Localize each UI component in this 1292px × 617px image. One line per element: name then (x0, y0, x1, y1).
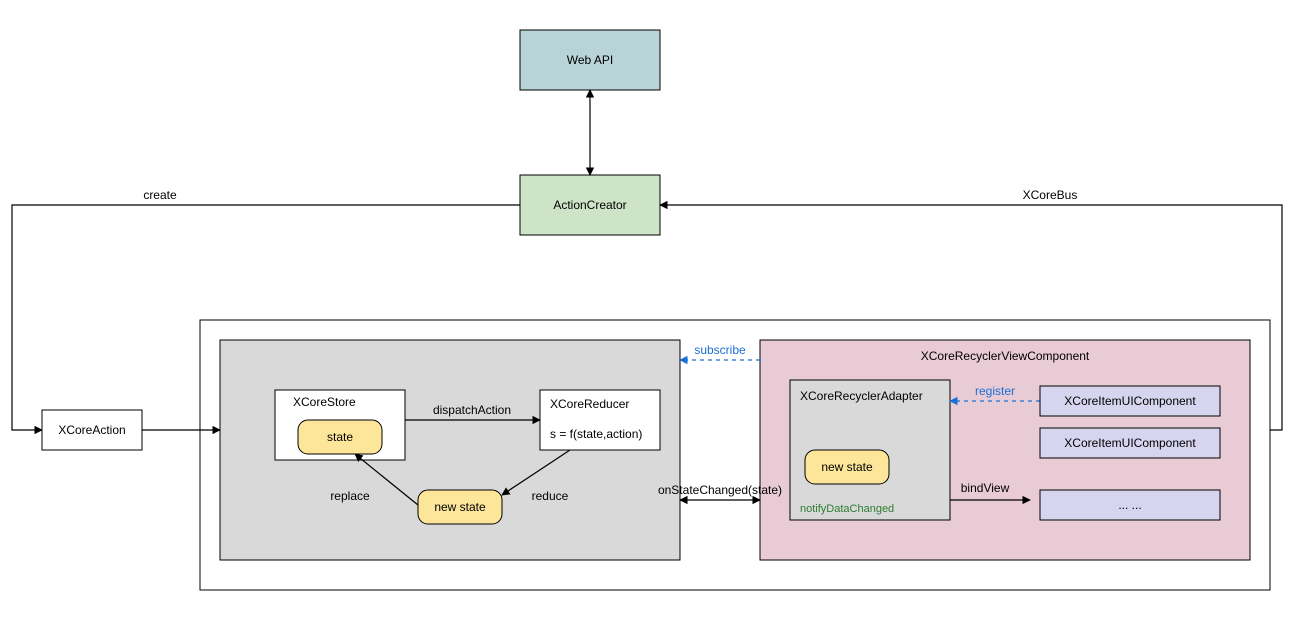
diagram-canvas: Web API ActionCreator create XCoreAction… (0, 0, 1292, 617)
edge-subscribe-label: subscribe (694, 343, 746, 357)
webapi-label: Web API (567, 53, 613, 67)
newstate-pill: new state (418, 490, 502, 524)
pink-panel-title: XCoreRecyclerViewComponent (921, 349, 1090, 363)
item1-box: XCoreItemUIComponent (1040, 386, 1220, 416)
edge-dispatchaction-label: dispatchAction (433, 403, 511, 417)
item3-box: ... ... (1040, 490, 1220, 520)
state-pill-label: state (327, 430, 353, 444)
adapter-box: XCoreRecyclerAdapter new state notifyDat… (790, 380, 950, 520)
edge-xcorebus-label: XCoreBus (1023, 188, 1078, 202)
newstate-pill-label: new state (434, 500, 486, 514)
xcorestore-label: XCoreStore (293, 395, 356, 409)
xcorereducer-label1: XCoreReducer (550, 397, 629, 411)
xcorestore-box: XCoreStore state (275, 390, 405, 460)
item2-box: XCoreItemUIComponent (1040, 428, 1220, 458)
item3-label: ... ... (1118, 498, 1141, 512)
webapi-box: Web API (520, 30, 660, 90)
xcorereducer-box: XCoreReducer s = f(state,action) (540, 390, 660, 450)
edge-create-label: create (143, 188, 177, 202)
actioncreator-label: ActionCreator (553, 198, 626, 212)
item1-label: XCoreItemUIComponent (1064, 394, 1196, 408)
adapter-label: XCoreRecyclerAdapter (800, 389, 923, 403)
xcoreaction-label: XCoreAction (58, 423, 125, 437)
edge-register-label: register (975, 384, 1015, 398)
adapter-notify-label: notifyDataChanged (800, 503, 894, 515)
item2-label: XCoreItemUIComponent (1064, 436, 1196, 450)
adapter-newstate-label: new state (821, 460, 873, 474)
xcoreaction-box: XCoreAction (42, 410, 142, 450)
edge-onstatechanged-label: onStateChanged(state) (658, 483, 782, 497)
edge-replace-label: replace (330, 489, 370, 503)
xcorereducer-label2: s = f(state,action) (550, 427, 642, 441)
edge-reduce-label: reduce (532, 489, 569, 503)
actioncreator-box: ActionCreator (520, 175, 660, 235)
edge-bindview-label: bindView (961, 481, 1010, 495)
